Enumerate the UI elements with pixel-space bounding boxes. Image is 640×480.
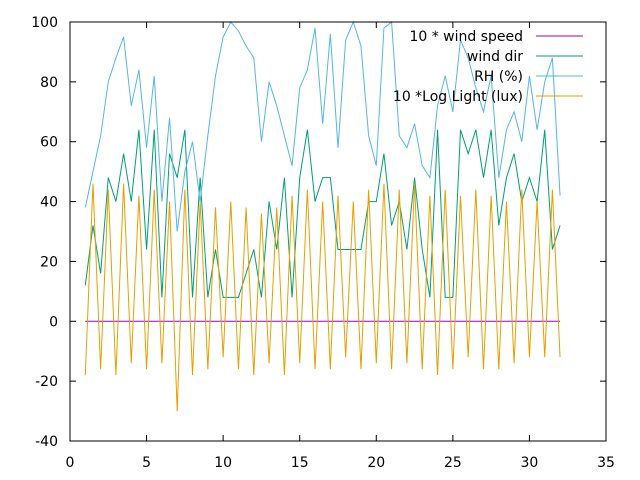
y-tick-label: 60 [40, 135, 58, 151]
y-tick-label: -20 [35, 374, 58, 390]
x-axis: 0 5 10 15 20 25 30 35 [66, 22, 615, 471]
y-tick-label: 20 [40, 254, 58, 270]
plot-frame [69, 21, 607, 442]
series-line-2 [84, 20, 561, 232]
y-tick-label: 40 [40, 195, 58, 211]
x-tick-label: 35 [597, 455, 615, 471]
legend-label-2: RH (%) [474, 69, 523, 85]
y-tick-label: -40 [35, 434, 58, 450]
x-tick-label: 25 [444, 455, 462, 471]
x-tick-label: 0 [66, 455, 75, 471]
y-tick-label: 80 [40, 75, 58, 91]
x-tick-label: 20 [367, 455, 385, 471]
legend-label-3: 10 *Log Light (lux) [393, 89, 523, 105]
series-group [84, 20, 561, 412]
legend: 10 * wind speed wind dir RH (%) 10 *Log Lig… [393, 29, 583, 105]
series-line-1 [84, 129, 561, 298]
legend-label-1: wind dir [467, 49, 523, 65]
y-tick-label: 100 [31, 15, 58, 31]
x-tick-label: 30 [521, 455, 539, 471]
series-line-3 [84, 183, 561, 412]
y-tick-label: 0 [49, 314, 58, 330]
y-axis: -40 -20 0 20 40 60 80 100 [31, 15, 606, 450]
x-tick-label: 10 [214, 455, 232, 471]
x-tick-label: 15 [291, 455, 309, 471]
x-tick-label: 5 [142, 455, 151, 471]
legend-label-0: 10 * wind speed [409, 29, 523, 45]
